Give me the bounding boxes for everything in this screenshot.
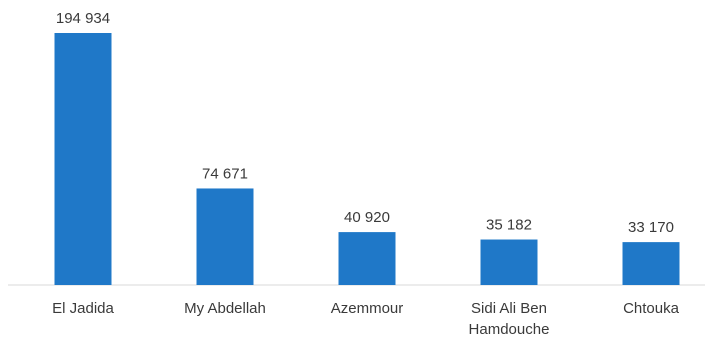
value-label-0: 194 934 [56,10,110,27]
value-label-3: 35 182 [486,217,532,234]
bar-4 [622,242,680,285]
category-label-3-line1: Hamdouche [469,321,550,338]
bar-2 [338,232,396,285]
bar-3 [480,239,538,285]
category-labels-group: El Jadida My Abdellah Azemmour Sidi Ali Ben… [52,300,679,338]
category-label-0: El Jadida [52,300,114,317]
value-label-2: 40 920 [344,209,390,226]
bars-group [54,33,680,285]
category-label-2: Azemmour [331,300,404,317]
bar-1 [196,188,254,285]
value-label-4: 33 170 [628,219,674,236]
bar-0 [54,33,112,285]
value-labels-group: 194 934 74 671 40 920 35 182 33 170 [56,10,674,236]
value-label-1: 74 671 [202,165,248,182]
category-label-4: Chtouka [623,300,680,317]
category-label-1: My Abdellah [184,300,266,317]
category-label-3: Sidi Ali Ben [471,300,547,317]
